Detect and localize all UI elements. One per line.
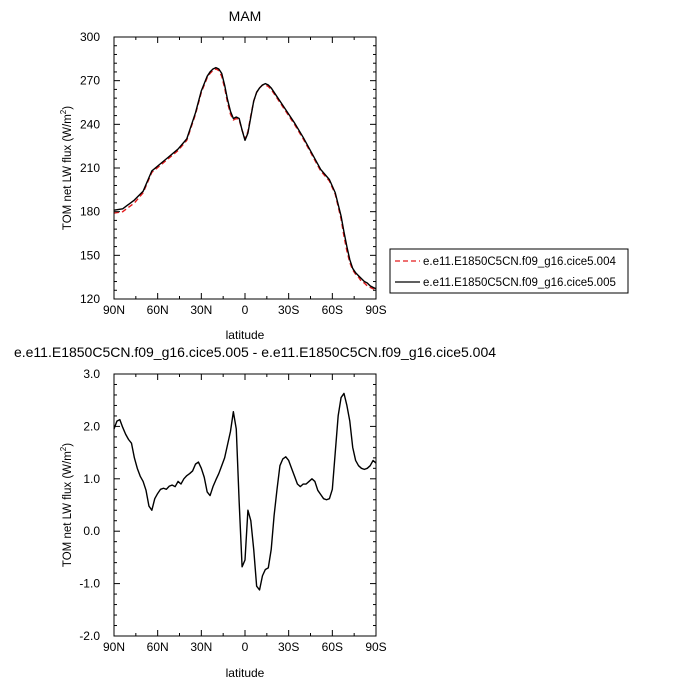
top-plot-frame [113, 36, 377, 300]
y-tick-label: 3.0 [83, 367, 100, 381]
x-tick-label: 30S [278, 640, 299, 654]
top-title: MAM [229, 8, 262, 24]
x-tick-label: 90S [365, 640, 386, 654]
bottom-x-axis-label: latitude [226, 666, 265, 680]
y-tick-label: -2.0 [79, 629, 100, 643]
y-tick-label: 210 [80, 161, 100, 175]
bottom-panel: e.e11.E1850C5CN.f09_g16.cice5.005 - e.e1… [14, 344, 496, 680]
y-tick-label: 2.0 [83, 419, 100, 433]
y-tick-label: -1.0 [79, 577, 100, 591]
bottom-y-axis-label: TOM net LW flux (W/m2) [59, 443, 74, 567]
x-tick-label: 90S [365, 303, 386, 317]
bottom-x-axis: 90N 60N 30N 0 30S 60S 90S [103, 374, 387, 654]
x-tick-label: 60S [322, 640, 343, 654]
legend: e.e11.E1850C5CN.f09_g16.cice5.004 e.e11.… [389, 248, 629, 294]
y-tick-label: 120 [80, 292, 100, 306]
y-tick-label: 300 [80, 30, 100, 44]
series-line-1-0 [113, 392, 377, 591]
legend-box [389, 248, 629, 294]
series-line-0-1 [113, 66, 377, 290]
series-line-0-0 [113, 68, 376, 290]
bottom-y-label-base: TOM net LW flux (W/m [62, 451, 74, 567]
top-y-axis: 120 150 180 210 240 270 300 [80, 30, 376, 306]
top-x-axis-label: latitude [226, 328, 265, 342]
y-tick-label: 240 [80, 117, 100, 131]
top-panel: MAM 90N 60N 30N 0 30S 60S 90S 120 150 180 210 240 2… [59, 8, 629, 342]
y-tick-label: 150 [80, 248, 100, 262]
y-tick-label: 0.0 [83, 524, 100, 538]
x-tick-label: 30N [190, 303, 212, 317]
top-plot-area [113, 66, 377, 290]
x-tick-label: 30N [190, 640, 212, 654]
y-tick-label: 180 [80, 205, 100, 219]
top-y-label-close: ) [62, 106, 74, 110]
top-y-axis-label: TOM net LW flux (W/m2) [59, 106, 74, 230]
x-tick-label: 60N [147, 640, 169, 654]
x-tick-label: 0 [242, 640, 249, 654]
bottom-title: e.e11.E1850C5CN.f09_g16.cice5.005 - e.e1… [14, 344, 496, 360]
top-x-axis: 90N 60N 30N 0 30S 60S 90S [103, 37, 387, 317]
legend-label-005: e.e11.E1850C5CN.f09_g16.cice5.005 [423, 277, 616, 289]
x-tick-label: 90N [103, 640, 125, 654]
top-y-label-base: TOM net LW flux (W/m [62, 114, 74, 230]
bottom-y-label-close: ) [62, 443, 74, 447]
x-tick-label: 0 [242, 303, 249, 317]
x-tick-label: 30S [278, 303, 299, 317]
y-tick-label: 270 [80, 74, 100, 88]
bottom-plot-area [113, 392, 377, 591]
y-tick-label: 1.0 [83, 472, 100, 486]
x-tick-label: 90N [103, 303, 125, 317]
x-tick-label: 60N [147, 303, 169, 317]
top-y-label-sup: 2 [59, 109, 68, 114]
bottom-y-label-sup: 2 [59, 446, 68, 451]
legend-label-004: e.e11.E1850C5CN.f09_g16.cice5.004 [423, 256, 616, 268]
bottom-y-axis: -2.0 -1.0 0.0 1.0 2.0 3.0 [79, 367, 376, 643]
x-tick-label: 60S [322, 303, 343, 317]
